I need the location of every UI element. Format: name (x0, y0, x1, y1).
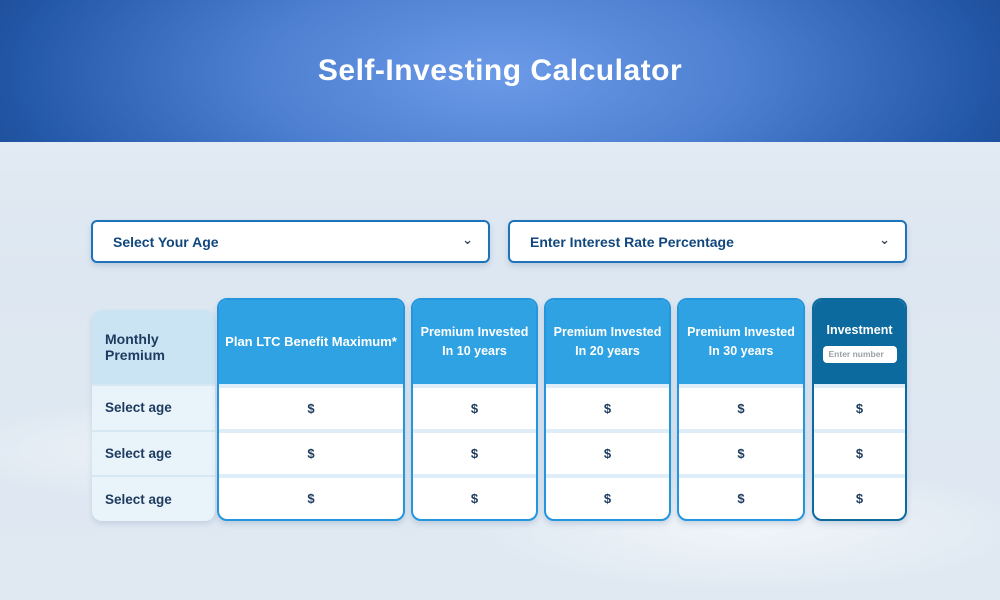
interest-rate-select-dropdown[interactable]: Enter Interest Rate Percentage ⌄ (508, 220, 907, 263)
plan-ltc-header: Plan LTC Benefit Maximum* (219, 300, 403, 384)
investment-value-row-2: $ (814, 429, 905, 474)
page-banner: Self-Investing Calculator (0, 0, 1000, 142)
invested-20-value-row-3: $ (546, 474, 669, 519)
investment-header: Investment (814, 300, 905, 384)
column-plan-ltc-benefit-maximum: Plan LTC Benefit Maximum* $ $ $ (217, 298, 405, 521)
invested-10-value-row-1: $ (413, 384, 536, 429)
chevron-down-icon: ⌄ (879, 232, 890, 247)
column-monthly-premium: Monthly Premium Select age Select age Se… (92, 310, 215, 521)
column-investment: Investment $ $ $ (812, 298, 907, 521)
invested-10-value-row-2: $ (413, 429, 536, 474)
row-label-select-age-1: Select age (92, 384, 215, 430)
interest-rate-select-value: Enter Interest Rate Percentage (530, 233, 734, 250)
invested-10-years-header: Premium Invested In 10 years (413, 300, 536, 384)
monthly-premium-header: Monthly Premium (92, 310, 215, 384)
invested-30-value-row-2: $ (679, 429, 803, 474)
invested-30-value-row-3: $ (679, 474, 803, 519)
row-label-select-age-3: Select age (92, 475, 215, 521)
age-select-value: Select Your Age (113, 233, 219, 250)
column-premium-invested-30-years: Premium Invested In 30 years $ $ $ (677, 298, 805, 521)
calculator-table: Monthly Premium Select age Select age Se… (92, 298, 907, 521)
investment-value-row-3: $ (814, 474, 905, 519)
invested-20-value-row-2: $ (546, 429, 669, 474)
plan-ltc-value-row-1: $ (219, 384, 403, 429)
investment-header-label: Investment (826, 323, 893, 338)
invested-30-years-header: Premium Invested In 30 years (679, 300, 803, 384)
chevron-down-icon: ⌄ (462, 232, 473, 247)
plan-ltc-value-row-3: $ (219, 474, 403, 519)
investment-number-input[interactable] (822, 345, 897, 363)
age-select-dropdown[interactable]: Select Your Age ⌄ (91, 220, 490, 263)
plan-ltc-value-row-2: $ (219, 429, 403, 474)
investment-value-row-1: $ (814, 384, 905, 429)
page-title: Self-Investing Calculator (317, 54, 683, 87)
invested-20-value-row-1: $ (546, 384, 669, 429)
row-label-select-age-2: Select age (92, 429, 215, 476)
invested-30-value-row-1: $ (679, 384, 803, 429)
invested-10-value-row-3: $ (413, 474, 536, 519)
column-premium-invested-10-years: Premium Invested In 10 years $ $ $ (411, 298, 538, 521)
invested-20-years-header: Premium Invested In 20 years (546, 300, 669, 384)
column-premium-invested-20-years: Premium Invested In 20 years $ $ $ (544, 298, 671, 521)
